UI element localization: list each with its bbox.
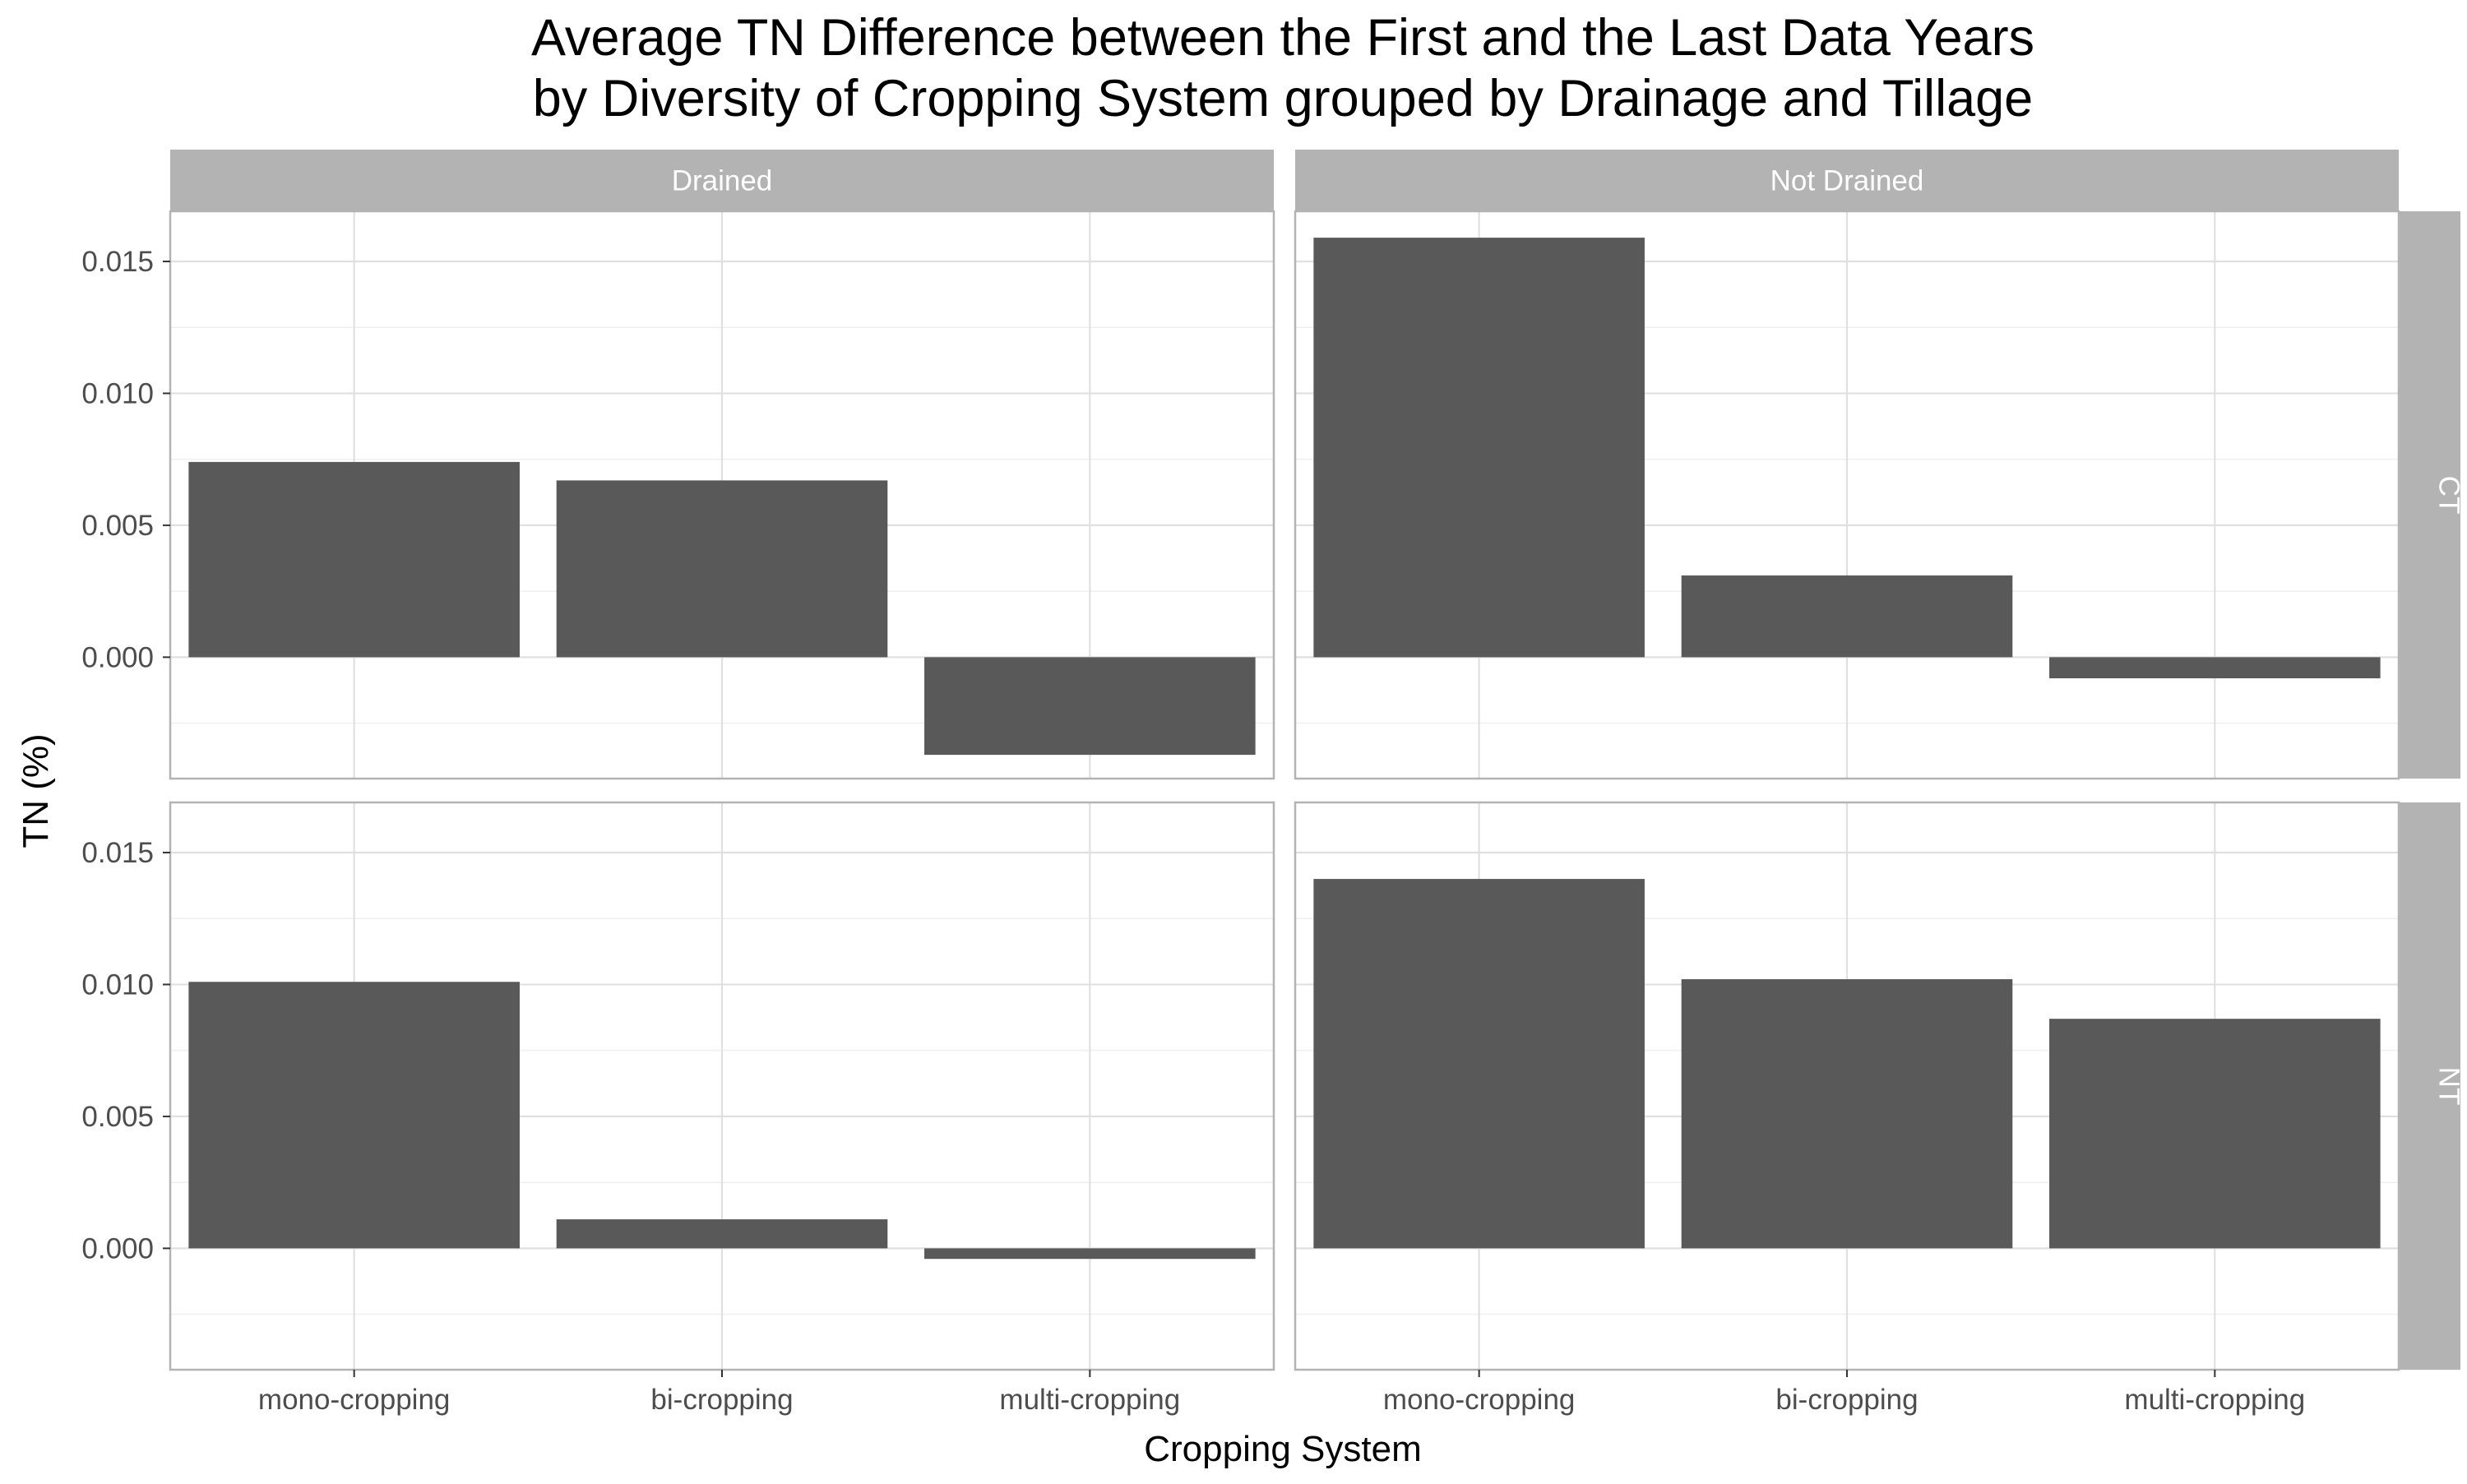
y-tick-label: 0.000 bbox=[81, 641, 154, 673]
y-tick-label: 0.010 bbox=[81, 377, 154, 409]
column-strip bbox=[1295, 150, 2399, 211]
column-strip-label: Not Drained bbox=[1770, 165, 1924, 197]
bar-multi-cropping bbox=[924, 1248, 1256, 1260]
bar-mono-cropping bbox=[1313, 238, 1645, 658]
panel: 0.000 0.005 0.010 0.015 bbox=[81, 210, 1275, 780]
y-tick-label: 0.015 bbox=[81, 837, 154, 869]
bar-bi-cropping bbox=[1681, 575, 2013, 658]
bar-multi-cropping bbox=[2049, 1019, 2381, 1249]
chart-subtitle: by Diversity of Cropping System grouped … bbox=[533, 70, 2033, 127]
x-tick-label: multi-cropping bbox=[999, 1384, 1180, 1416]
row-strip-label: NT bbox=[2433, 1067, 2465, 1106]
panel-border bbox=[169, 210, 1275, 780]
panels-layer: Drained Not DrainedCTNT0.0000.0050.0100.0… bbox=[81, 150, 2465, 1416]
panel: 0.000 0.005 0.010 0.015 mono-cropping bi-crop… bbox=[81, 801, 1275, 1416]
row-strip bbox=[2399, 211, 2460, 779]
bar-mono-cropping bbox=[1313, 879, 1645, 1249]
x-axis-title: Cropping System bbox=[1144, 1429, 1421, 1469]
row-strip bbox=[2399, 802, 2460, 1370]
y-tick-label: 0.005 bbox=[81, 510, 154, 542]
panel: mono-cropping bi-cropping multi-cropping bbox=[1294, 801, 2400, 1416]
panel-border bbox=[1294, 210, 2400, 780]
x-tick-label: mono-cropping bbox=[258, 1384, 450, 1416]
column-strip-label: Drained bbox=[672, 165, 773, 197]
bar-mono-cropping bbox=[188, 461, 520, 658]
bar-multi-cropping bbox=[924, 657, 1256, 756]
x-tick-label: bi-cropping bbox=[1775, 1384, 1918, 1416]
y-tick-label: 0.005 bbox=[81, 1101, 154, 1133]
bar-bi-cropping bbox=[1681, 979, 2013, 1249]
bar-bi-cropping bbox=[556, 480, 888, 658]
x-tick-label: bi-cropping bbox=[650, 1384, 793, 1416]
bar-bi-cropping bbox=[556, 1219, 888, 1249]
bar-mono-cropping bbox=[188, 982, 520, 1249]
y-tick-label: 0.010 bbox=[81, 969, 154, 1001]
bar-multi-cropping bbox=[2049, 657, 2381, 679]
column-strip bbox=[170, 150, 1274, 211]
y-tick-label: 0.015 bbox=[81, 246, 154, 278]
x-tick-label: multi-cropping bbox=[2124, 1384, 2305, 1416]
y-tick-label: 0.000 bbox=[81, 1232, 154, 1264]
y-axis-title: TN (%) bbox=[16, 733, 56, 848]
panel bbox=[1294, 210, 2400, 780]
x-tick-label: mono-cropping bbox=[1383, 1384, 1575, 1416]
chart-title: Average TN Difference between the First … bbox=[531, 9, 2034, 67]
row-strip-label: CT bbox=[2433, 476, 2465, 515]
